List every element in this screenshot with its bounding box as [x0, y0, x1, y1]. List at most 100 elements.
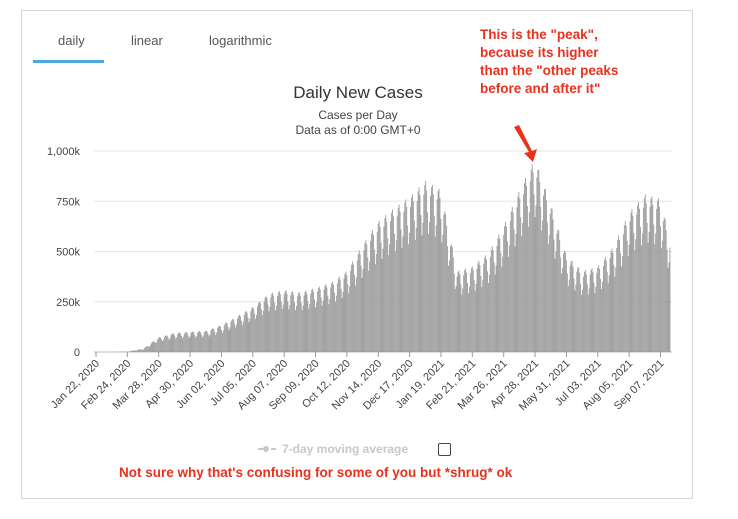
- daily-cases-bar: [524, 183, 525, 352]
- daily-cases-bar: [282, 304, 284, 352]
- daily-cases-bar: [665, 230, 667, 352]
- daily-cases-bar: [480, 275, 482, 352]
- daily-cases-bar: [352, 261, 353, 352]
- daily-cases-bar: [435, 225, 437, 352]
- daily-cases-bar: [152, 341, 154, 352]
- daily-cases-bar: [248, 322, 250, 352]
- daily-cases-bar: [187, 335, 189, 352]
- daily-cases-bar: [585, 274, 587, 352]
- daily-cases-bar: [489, 256, 491, 352]
- daily-cases-bar: [463, 274, 465, 352]
- daily-cases-bar: [284, 291, 286, 352]
- daily-cases-bar: [438, 188, 440, 352]
- daily-cases-bar: [603, 259, 605, 352]
- daily-cases-bar: [242, 321, 244, 352]
- daily-cases-bar: [468, 293, 469, 352]
- daily-cases-bar: [266, 298, 268, 352]
- daily-cases-bar: [564, 252, 566, 352]
- daily-cases-bar: [162, 341, 163, 352]
- daily-cases-bar: [467, 282, 468, 352]
- moving-average-checkbox[interactable]: [438, 443, 451, 456]
- daily-cases-bar: [265, 295, 267, 352]
- daily-cases-bar: [452, 257, 454, 352]
- daily-cases-bar: [346, 275, 348, 352]
- daily-cases-bar: [579, 272, 581, 352]
- daily-cases-bar: [640, 226, 641, 352]
- daily-cases-bar: [289, 305, 291, 352]
- daily-cases-bar: [611, 248, 613, 352]
- daily-cases-bar: [426, 190, 428, 352]
- daily-cases-bar: [291, 292, 293, 352]
- daily-cases-bar: [515, 234, 517, 352]
- daily-cases-bar: [637, 205, 639, 352]
- daily-cases-bar: [317, 288, 319, 352]
- daily-cases-bar: [598, 265, 600, 352]
- daily-cases-bar: [414, 239, 416, 352]
- daily-cases-bar: [375, 253, 377, 352]
- daily-cases-bar: [157, 339, 159, 352]
- daily-cases-bar: [256, 314, 257, 352]
- daily-cases-bar: [355, 277, 357, 352]
- tab-linear[interactable]: linear: [131, 33, 163, 48]
- daily-cases-bar: [491, 246, 493, 352]
- daily-cases-bar: [371, 233, 372, 352]
- daily-cases-bar: [399, 211, 401, 352]
- daily-cases-bar: [596, 272, 598, 352]
- daily-cases-bar: [235, 327, 237, 352]
- daily-cases-bar: [135, 350, 137, 352]
- daily-cases-bar: [345, 271, 347, 352]
- daily-cases-bar: [651, 196, 653, 352]
- daily-cases-bar: [133, 350, 135, 352]
- daily-cases-bar: [664, 219, 666, 352]
- daily-cases-bar: [653, 224, 655, 352]
- legend-item[interactable]: 7-day moving average: [258, 442, 408, 456]
- daily-cases-bar: [381, 258, 383, 352]
- tab-daily[interactable]: daily: [58, 33, 85, 48]
- daily-cases-bar: [593, 282, 595, 352]
- daily-cases-bar: [570, 261, 572, 352]
- daily-cases-bar: [337, 278, 339, 352]
- daily-cases-bar: [586, 284, 588, 352]
- daily-cases-bar: [527, 226, 529, 352]
- daily-cases-bar: [154, 342, 156, 352]
- daily-cases-bar: [447, 246, 449, 352]
- daily-cases-bar: [311, 290, 313, 352]
- daily-cases-bar: [633, 233, 635, 352]
- daily-cases-bar: [313, 291, 315, 352]
- daily-cases-bar: [466, 272, 468, 352]
- daily-cases-bar: [530, 169, 532, 352]
- daily-cases-bar: [660, 248, 662, 352]
- daily-cases-bar: [275, 310, 276, 352]
- daily-cases-bar: [545, 200, 547, 352]
- daily-cases-bar: [144, 347, 146, 352]
- daily-cases-bar: [174, 336, 176, 352]
- daily-cases-bar: [233, 319, 235, 352]
- daily-cases-bar: [270, 297, 272, 352]
- daily-cases-bar: [373, 249, 375, 352]
- daily-cases-bar: [578, 267, 580, 352]
- daily-cases-bar: [629, 221, 631, 352]
- daily-cases-bar: [264, 297, 266, 352]
- daily-cases-bar: [434, 236, 436, 352]
- daily-cases-bar: [191, 331, 193, 352]
- daily-cases-bar: [647, 242, 649, 352]
- daily-cases-bar: [437, 191, 439, 352]
- daily-cases-bar: [145, 346, 147, 352]
- daily-cases-bar: [211, 328, 213, 352]
- daily-cases-bar: [213, 329, 215, 352]
- daily-cases-bar: [543, 195, 544, 352]
- daily-cases-bar: [287, 301, 289, 352]
- daily-cases-bar: [540, 206, 542, 352]
- daily-cases-bar: [573, 278, 575, 352]
- daily-cases-bar: [343, 278, 345, 352]
- daily-cases-bar: [199, 331, 200, 352]
- daily-cases-bar: [474, 290, 476, 352]
- daily-cases-bar: [247, 317, 249, 352]
- tab-logarithmic[interactable]: logarithmic: [209, 33, 272, 48]
- chart-title: Daily New Cases: [293, 83, 422, 102]
- daily-cases-bar: [523, 194, 525, 352]
- daily-cases-bar: [658, 198, 659, 352]
- chart-tabs: daily linear logarithmic: [22, 11, 692, 65]
- daily-cases-bar: [457, 272, 459, 352]
- daily-cases-bar: [604, 256, 606, 352]
